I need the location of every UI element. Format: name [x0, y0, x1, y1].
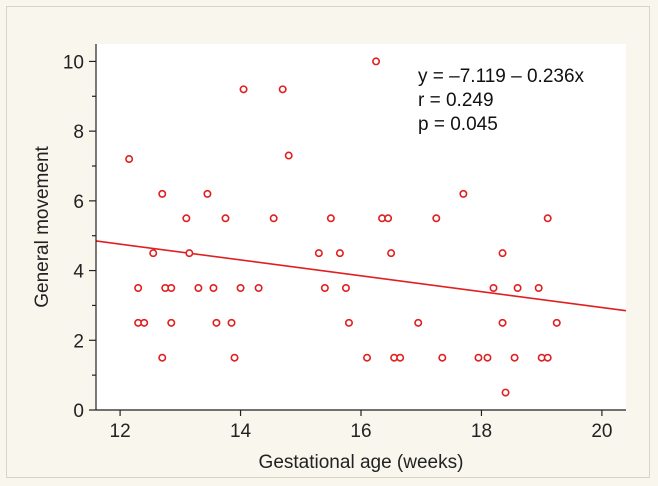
data-point: [498, 318, 507, 327]
x-tick-label: 16: [350, 421, 371, 442]
data-point: [194, 283, 203, 292]
data-point: [185, 249, 194, 258]
data-point: [158, 189, 167, 198]
data-point: [414, 318, 423, 327]
data-point: [149, 249, 158, 258]
y-axis-label: General movement: [32, 145, 53, 307]
y-tick-label: 4: [73, 262, 84, 283]
equation-annotation: y = –7.119 – 0.236x: [418, 66, 585, 87]
data-point: [474, 353, 483, 362]
data-point: [501, 388, 510, 397]
regression-line: [95, 240, 627, 312]
data-point: [314, 249, 323, 258]
data-point: [230, 353, 239, 362]
data-point: [543, 214, 552, 223]
data-point: [534, 283, 543, 292]
data-point: [221, 214, 230, 223]
data-point: [344, 318, 353, 327]
data-point: [203, 189, 212, 198]
data-point: [134, 283, 143, 292]
data-point: [372, 57, 381, 66]
data-point: [182, 214, 191, 223]
data-point: [239, 85, 248, 94]
data-point: [396, 353, 405, 362]
ticks-layer: 12 14 16 18 20 0 2 4 6 8 10: [63, 52, 613, 442]
data-point: [387, 249, 396, 258]
data-point: [438, 353, 447, 362]
data-point: [543, 353, 552, 362]
data-point: [236, 283, 245, 292]
data-point: [335, 249, 344, 258]
y-tick-label: 8: [73, 122, 84, 143]
data-point: [209, 283, 218, 292]
y-tick-label: 2: [73, 331, 84, 352]
data-point: [363, 353, 372, 362]
y-tick-label: 6: [73, 192, 84, 213]
data-point: [284, 151, 293, 160]
data-point: [326, 214, 335, 223]
data-point: [278, 85, 287, 94]
data-point: [483, 353, 492, 362]
data-point: [125, 155, 134, 164]
data-point: [158, 353, 167, 362]
data-point: [341, 283, 350, 292]
data-point: [269, 214, 278, 223]
data-point: [498, 249, 507, 258]
data-point: [432, 214, 441, 223]
r-annotation: r = 0.249: [418, 90, 494, 111]
data-point: [167, 318, 176, 327]
regression-layer: [95, 240, 627, 312]
data-point: [513, 283, 522, 292]
plot-area: [96, 44, 626, 409]
data-point: [212, 318, 221, 327]
data-point: [254, 283, 263, 292]
x-tick-label: 18: [471, 421, 492, 442]
data-point: [320, 283, 329, 292]
data-point: [384, 214, 393, 223]
p-annotation: p = 0.045: [418, 114, 498, 135]
x-tick-label: 14: [230, 421, 252, 442]
data-point: [552, 318, 561, 327]
points-layer: [125, 57, 561, 397]
data-point: [510, 353, 519, 362]
y-tick-label: 10: [63, 52, 84, 73]
data-point: [227, 318, 236, 327]
data-point: [140, 318, 149, 327]
data-point: [459, 189, 468, 198]
x-tick-label: 12: [110, 421, 131, 442]
data-point: [489, 283, 498, 292]
x-tick-label: 20: [591, 421, 612, 442]
data-point: [167, 283, 176, 292]
x-axis-label: Gestational age (weeks): [259, 452, 464, 473]
y-tick-label: 0: [73, 401, 84, 422]
